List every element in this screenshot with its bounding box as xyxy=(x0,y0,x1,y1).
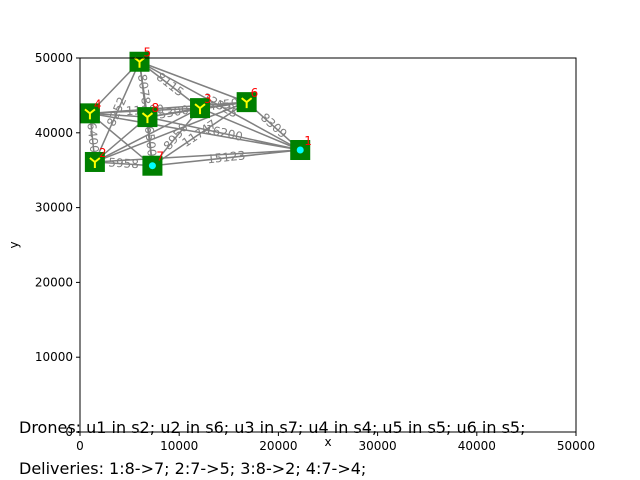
node-8: 8 xyxy=(137,101,159,128)
edge-1-2 xyxy=(94,149,301,163)
x-tick-label: 50000 xyxy=(557,439,595,453)
x-tick-label: 20000 xyxy=(259,439,297,453)
edge-2-3 xyxy=(94,107,201,163)
x-ticks: 0 10000 20000 30000 40000 50000 xyxy=(76,432,595,453)
edge-2-6 xyxy=(94,101,247,163)
node-label: 5 xyxy=(144,46,152,60)
edge-label: 5300 xyxy=(157,103,189,122)
drone-icon xyxy=(89,157,101,168)
edge-label: 6500 xyxy=(142,125,159,157)
x-tick-label: 40000 xyxy=(458,439,496,453)
drone-icon xyxy=(84,108,96,120)
edge-3-5 xyxy=(139,61,201,109)
node-3: 3 xyxy=(190,92,212,119)
x-tick-label: 30000 xyxy=(359,439,397,453)
node-label: 3 xyxy=(204,92,212,106)
node-label: 2 xyxy=(99,146,107,160)
deliveries-caption: Deliveries: 1:8->7; 2:7->5; 3:8->2; 4:7-… xyxy=(19,459,367,478)
drone-icon xyxy=(241,97,253,109)
edge-1-7 xyxy=(152,149,301,167)
edge-label: 6400 xyxy=(84,122,101,154)
node-label: 4 xyxy=(94,97,102,111)
y-tick-label: 40000 xyxy=(35,126,73,140)
edge-6-7 xyxy=(151,101,248,167)
node-6: 6 xyxy=(236,86,259,113)
y-ticks: 0 10000 20000 30000 40000 50000 xyxy=(35,51,80,439)
node-1: 1 xyxy=(290,134,312,161)
y-tick-label: 20000 xyxy=(35,275,73,289)
node-5: 5 xyxy=(129,46,152,72)
axes-frame xyxy=(79,57,577,433)
y-tick-label: 10000 xyxy=(35,350,73,364)
y-axis-label: y xyxy=(7,241,21,248)
drone-icon xyxy=(296,146,304,154)
node-label: 6 xyxy=(251,86,259,100)
node-2: 2 xyxy=(84,146,107,172)
edge-4-6 xyxy=(89,101,247,115)
node-label: 1 xyxy=(304,134,312,148)
edge-1-3 xyxy=(199,107,301,151)
x-axis-label: x xyxy=(324,435,331,449)
edge-label: 5958 xyxy=(108,155,139,171)
edge-5-6 xyxy=(139,61,247,103)
drone-icon xyxy=(133,56,146,68)
drone-icon xyxy=(194,103,206,115)
node-7: 7 xyxy=(142,150,164,176)
edge-label: 8115 xyxy=(154,70,187,100)
nodes-layer: 1 2 3 4 5 6 7 8 xyxy=(79,46,312,176)
node-4: 4 xyxy=(79,97,102,124)
node-label: 7 xyxy=(156,150,164,164)
node-label: 8 xyxy=(151,101,159,115)
edge-4-7 xyxy=(89,112,153,167)
edge-1-4 xyxy=(89,112,301,151)
y-tick-label: 50000 xyxy=(35,51,73,65)
drone-icon xyxy=(148,162,156,170)
x-tick-label: 10000 xyxy=(160,439,198,453)
x-tick-label: 0 xyxy=(76,439,84,453)
drone-icon xyxy=(141,112,154,124)
edge-label: 8078 xyxy=(135,73,153,105)
edge-label: 15123 xyxy=(207,148,246,166)
y-tick-label: 30000 xyxy=(35,201,73,215)
drones-caption: Drones: u1 in s2; u2 in s6; u3 in s7; u4… xyxy=(19,418,526,437)
y-tick-label: 0 xyxy=(65,425,73,439)
edge-label: 4450 xyxy=(207,96,239,114)
